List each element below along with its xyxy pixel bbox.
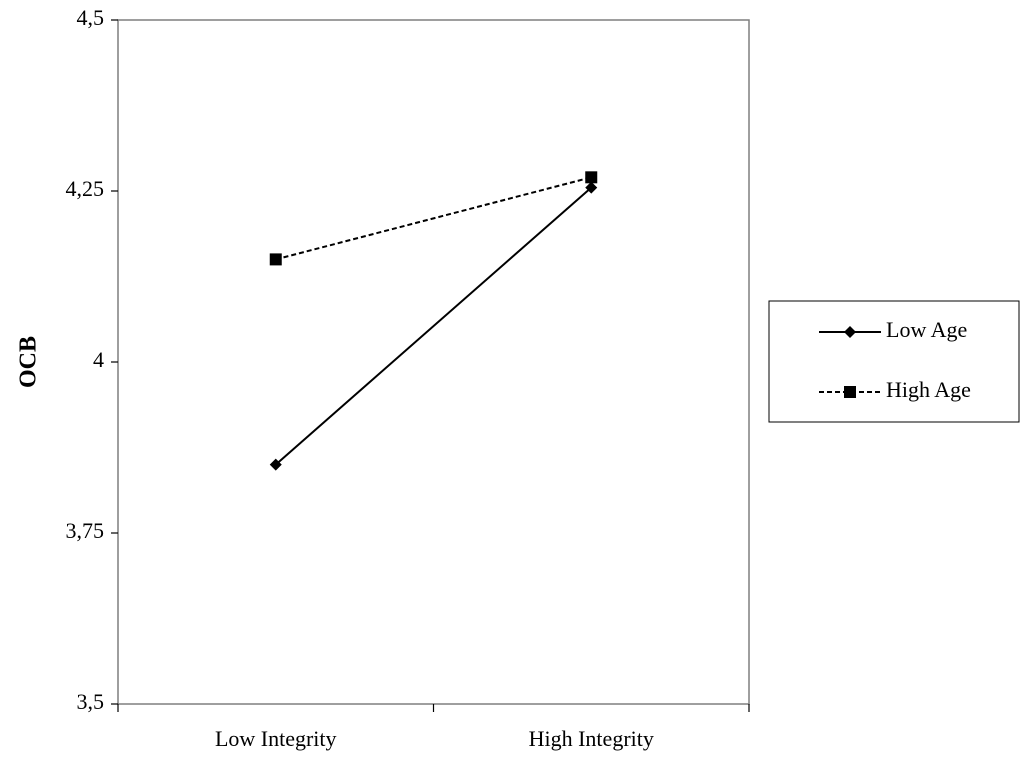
series-layer	[269, 171, 598, 471]
series-line	[275, 186, 592, 466]
series-point	[269, 253, 282, 266]
y-axis: 3,5 3,75 4 4,25 4,5	[66, 5, 118, 714]
legend-marker	[844, 386, 856, 398]
x-tick-label: High Integrity	[529, 726, 654, 751]
series-1	[269, 171, 598, 266]
legend-label: High Age	[886, 377, 971, 402]
series-line	[275, 176, 592, 261]
y-tick-label: 4,5	[77, 5, 105, 30]
y-tick-label: 4	[93, 347, 104, 372]
y-tick-label: 4,25	[66, 176, 105, 201]
legend-label: Low Age	[886, 317, 967, 342]
plot-area	[117, 19, 750, 705]
y-tick-label: 3,5	[77, 689, 105, 714]
legend: Low Age High Age	[768, 300, 1020, 423]
series-0	[269, 181, 598, 471]
y-tick-label: 3,75	[66, 518, 105, 543]
series-point	[585, 181, 598, 194]
series-point	[269, 458, 282, 471]
legend-marker	[844, 326, 856, 338]
x-tick-label: Low Integrity	[215, 726, 337, 751]
y-axis-label: OCB	[16, 336, 42, 388]
legend-entry: Low Age	[819, 317, 967, 342]
legend-box	[768, 300, 1020, 423]
series-point	[585, 171, 598, 184]
legend-entry: High Age	[819, 377, 971, 402]
x-axis: Low Integrity High Integrity	[117, 704, 750, 751]
